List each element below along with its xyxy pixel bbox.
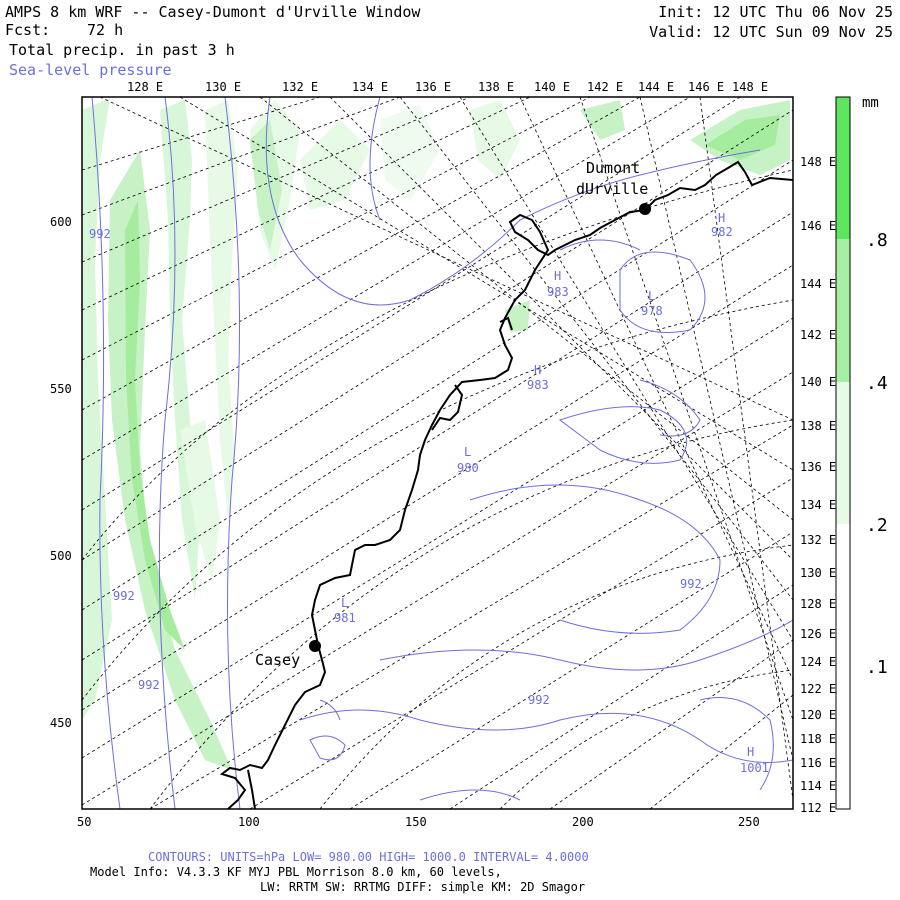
top-lon-label: 142 E [587, 80, 623, 94]
right-lon-label: 142 E [800, 328, 836, 342]
dumont-label-line1: Dumont [586, 159, 640, 177]
left-grid-label: 550 [50, 382, 72, 396]
bottom-grid-label: 100 [238, 815, 260, 829]
high-marker-4: H [747, 745, 754, 759]
colorbar: mm .8 .4 .2 .1 [835, 95, 888, 810]
right-lon-label: 126 E [800, 627, 836, 641]
high-value-1: 982 [711, 225, 733, 239]
right-lon-label: 120 E [800, 708, 836, 722]
bottom-grid-label: 150 [405, 815, 427, 829]
precip-shading [82, 98, 790, 770]
bottom-grid-label: 250 [738, 815, 760, 829]
field-primary: Total precip. in past 3 h [9, 41, 235, 59]
pressure-contours [91, 97, 793, 809]
low-marker-3: L [341, 596, 348, 610]
contour-label-3: 992 [138, 678, 160, 692]
latlon-grid [82, 97, 793, 809]
colorbar-band-none [836, 666, 850, 809]
colorbar-band-base [836, 524, 850, 666]
map-title: AMPS 8 km WRF -- Casey-Dumont d'Urville … [5, 3, 421, 21]
bottom-axis: 50 100 150 200 250 [77, 815, 760, 829]
right-lon-label: 112 E [800, 801, 836, 815]
right-lon-label: 122 E [800, 682, 836, 696]
colorbar-band-mid [836, 239, 850, 382]
bottom-grid-label: 200 [572, 815, 594, 829]
top-lon-label: 148 E [732, 80, 768, 94]
forecast-value: 72 h [87, 21, 124, 39]
left-grid-label: 450 [50, 716, 72, 730]
colorbar-frame [835, 96, 851, 810]
right-lon-label: 144 E [800, 277, 836, 291]
right-lon-label: 148 E [800, 155, 836, 169]
low-value-1: 978 [641, 304, 663, 318]
colorbar-label: .4 [866, 373, 888, 394]
contours-info: CONTOURS: UNITS=hPa LOW= 980.00 HIGH= 10… [148, 850, 589, 864]
physics-info: LW: RRTM SW: RRTMG DIFF: simple KM: 2D S… [260, 880, 586, 894]
right-lon-label: 146 E [800, 219, 836, 233]
contour-label-5: 992 [528, 693, 550, 707]
init-time: Init: 12 UTC Thu 06 Nov 25 [658, 3, 893, 21]
right-lon-label: 132 E [800, 533, 836, 547]
colorbar-units: mm [862, 95, 879, 111]
low-marker-2: L [464, 445, 471, 459]
right-lon-label: 116 E [800, 756, 836, 770]
low-value-2: 980 [457, 461, 479, 475]
low-value-3: 981 [334, 611, 356, 625]
right-axis: 148 E 146 E 144 E 142 E 140 E 138 E 136 … [800, 155, 836, 815]
colorbar-label: .2 [866, 515, 888, 536]
top-lon-label: 136 E [415, 80, 451, 94]
colorbar-band-top [836, 97, 850, 239]
top-lon-label: 130 E [205, 80, 241, 94]
top-lon-label: 144 E [638, 80, 674, 94]
high-value-4: 1001 [740, 761, 769, 775]
left-grid-label: 500 [50, 549, 72, 563]
top-lon-label: 134 E [352, 80, 388, 94]
colorbar-label: .8 [866, 230, 888, 251]
top-lon-label: 146 E [688, 80, 724, 94]
dumont-durville-marker [639, 203, 651, 215]
high-marker-2: H [554, 269, 561, 283]
top-lon-label: 140 E [534, 80, 570, 94]
forecast-label: Fcst: [5, 21, 51, 39]
top-lon-label: 132 E [282, 80, 318, 94]
right-lon-label: 134 E [800, 498, 836, 512]
valid-time: Valid: 12 UTC Sun 09 Nov 25 [649, 23, 893, 41]
right-lon-label: 140 E [800, 375, 836, 389]
low-marker-1: L [648, 289, 655, 303]
contour-label-2: 992 [113, 589, 135, 603]
field-secondary: Sea-level pressure [9, 61, 172, 79]
left-grid-label: 600 [50, 215, 72, 229]
casey-label: Casey [255, 651, 300, 669]
top-lon-label: 128 E [127, 80, 163, 94]
high-value-2: 983 [547, 285, 569, 299]
map-frame [81, 96, 794, 810]
casey-marker [309, 640, 321, 652]
coastline [219, 160, 793, 809]
top-axis: 128 E 130 E 132 E 134 E 136 E 138 E 140 … [127, 80, 768, 94]
colorbar-label: .1 [866, 657, 888, 678]
model-info: Model Info: V4.3.3 KF MYJ PBL Morrison 8… [90, 865, 502, 879]
dumont-label-line2: dUrville [576, 180, 648, 198]
right-lon-label: 128 E [800, 597, 836, 611]
right-lon-label: 138 E [800, 419, 836, 433]
top-lon-label: 138 E [478, 80, 514, 94]
high-marker-1: H [718, 211, 725, 225]
bottom-grid-label: 50 [77, 815, 91, 829]
colorbar-band-low [836, 382, 850, 524]
high-value-3: 983 [527, 378, 549, 392]
right-lon-label: 114 E [800, 779, 836, 793]
right-lon-label: 124 E [800, 655, 836, 669]
right-lon-label: 118 E [800, 732, 836, 746]
contour-label-1: 992 [89, 227, 111, 241]
contour-label-4: 992 [680, 577, 702, 591]
right-lon-label: 130 E [800, 566, 836, 580]
right-lon-label: 136 E [800, 460, 836, 474]
left-axis: 600 550 500 450 [50, 215, 72, 730]
high-marker-3: H [534, 363, 541, 377]
